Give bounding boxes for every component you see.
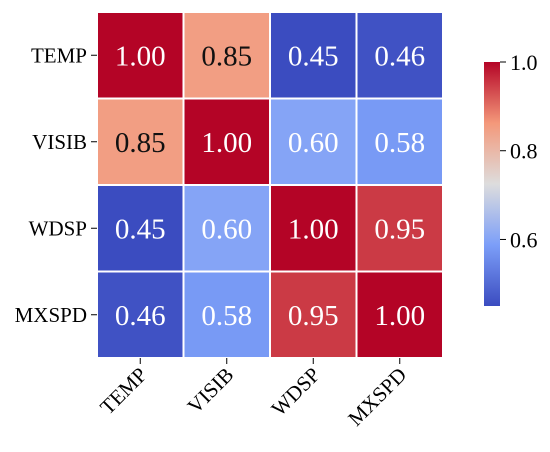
colorbar-tick-label: 1.0 <box>510 50 538 75</box>
cell-value-label: 0.58 <box>374 127 425 159</box>
y-tick-label-visib: VISIB <box>32 130 87 154</box>
cell-value-label: 1.00 <box>288 213 339 245</box>
heatmap-cell-visib-visib <box>182 97 271 186</box>
cell-value-label: 1.00 <box>201 127 252 159</box>
cell-value-label: 0.95 <box>288 300 339 332</box>
cell-value-label: 1.00 <box>374 300 425 332</box>
x-tick-label-temp: TEMP <box>95 363 152 420</box>
cell-value-label: 0.46 <box>115 300 166 332</box>
cell-value-label: 1.00 <box>115 40 166 72</box>
colorbar-tick-label: 0.8 <box>510 139 538 164</box>
cell-value-label: 0.60 <box>201 213 252 245</box>
y-tick-label-wdsp: WDSP <box>29 216 87 240</box>
cell-value-label: 0.46 <box>374 40 425 72</box>
heatmap-cell-temp-temp <box>96 11 185 100</box>
x-tick-label-wdsp: WDSP <box>267 363 325 421</box>
x-tick-label-visib: VISIB <box>183 363 239 419</box>
heatmap-cell-wdsp-mxspd <box>355 184 444 273</box>
cell-value-label: 0.85 <box>201 40 252 72</box>
y-tick-label-temp: TEMP <box>31 43 87 67</box>
y-tick-label-mxspd: MXSPD <box>15 303 87 327</box>
x-axis-tick-labels: TEMP VISIB WDSP MXSPD <box>95 358 411 431</box>
cell-value-label: 0.60 <box>288 127 339 159</box>
heatmap-cell-wdsp-visib <box>182 184 271 273</box>
x-tick-label-mxspd: MXSPD <box>343 363 411 431</box>
heatmap-cell-mxspd-mxspd <box>355 270 444 359</box>
heatmap-cells: 1.00 0.85 0.45 0.46 0.85 1.00 0.60 0.58 0.45 0.60… <box>96 11 444 359</box>
cell-value-label: 0.45 <box>288 40 339 72</box>
y-axis-tick-labels: TEMP VISIB WDSP MXSPD <box>15 43 97 327</box>
heatmap-cell-visib-mxspd <box>355 97 444 186</box>
colorbar-gradient <box>484 62 500 306</box>
cell-value-label: 0.45 <box>115 213 166 245</box>
cell-value-label: 0.85 <box>115 127 166 159</box>
cell-value-label: 0.95 <box>374 213 425 245</box>
colorbar-tick-label: 0.6 <box>510 227 538 252</box>
cell-value-label: 0.58 <box>201 300 252 332</box>
heatmap-cell-temp-mxspd <box>355 11 444 100</box>
colorbar: 0.6 0.8 1.0 <box>484 50 538 306</box>
heatmap-cell-mxspd-visib <box>182 270 271 359</box>
heatmap-cell-temp-visib <box>182 11 271 100</box>
